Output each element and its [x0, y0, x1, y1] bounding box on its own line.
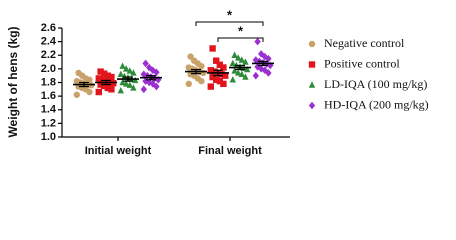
point — [235, 69, 242, 76]
point — [97, 81, 104, 88]
point — [213, 76, 220, 83]
point — [130, 84, 137, 91]
point — [308, 61, 316, 68]
y-tick-label: 2.4 — [41, 36, 57, 48]
page: Weight of hens (kg) 1.0 1.2 1.4 1.6 1.8 2.0 2.… — [6, 7, 429, 157]
point — [252, 71, 259, 80]
point — [123, 65, 130, 72]
point — [101, 70, 108, 77]
point — [108, 73, 115, 81]
point — [207, 83, 214, 90]
point — [209, 73, 216, 81]
significance-mark: * — [227, 7, 233, 22]
point — [254, 37, 261, 46]
legend-label: Negative control — [324, 36, 405, 50]
point — [126, 67, 133, 74]
y-axis-title: Weight of hens (kg) — [6, 26, 20, 137]
point — [185, 64, 192, 71]
point — [119, 62, 126, 69]
point — [119, 78, 126, 86]
y-tick-label: 1.8 — [41, 76, 56, 88]
point — [229, 59, 236, 67]
point — [220, 80, 227, 88]
y-tick-label: 1.2 — [41, 117, 56, 129]
point — [242, 58, 249, 65]
significance-mark: * — [238, 23, 244, 38]
point — [211, 68, 218, 75]
point — [95, 75, 102, 82]
chart: Weight of hens (kg) 1.0 1.21.4 1.6 1.82.0 2.… — [6, 7, 429, 157]
point — [142, 59, 149, 68]
point — [187, 53, 194, 60]
point — [218, 71, 225, 78]
y-tick-label: 1.4 — [41, 104, 57, 116]
y-tick-label: 2.6 — [41, 22, 56, 34]
point — [185, 80, 192, 88]
point — [117, 70, 124, 78]
legend-label: LD-IQA (100 mg/kg) — [324, 77, 427, 91]
point — [146, 63, 153, 72]
point — [252, 56, 259, 64]
point — [73, 77, 81, 85]
point — [213, 57, 220, 64]
y-tick-label: 2.0 — [41, 63, 56, 75]
x-tick-label: Initial weight — [85, 145, 152, 157]
point — [235, 54, 242, 61]
point — [140, 85, 147, 94]
point — [104, 72, 111, 79]
significance-bracket — [217, 37, 264, 42]
point — [231, 51, 238, 58]
point — [308, 101, 316, 110]
point — [140, 70, 147, 79]
legend-label: HD-IQA (200 mg/kg) — [324, 97, 429, 111]
y-tick-label: 2.2 — [41, 49, 56, 61]
point — [308, 81, 316, 88]
point — [216, 77, 223, 85]
point — [73, 91, 81, 98]
point — [258, 50, 265, 58]
point — [222, 72, 229, 79]
point — [75, 69, 82, 77]
point — [108, 86, 115, 93]
point — [207, 67, 214, 74]
significance-bracket — [195, 21, 264, 26]
point — [97, 68, 104, 75]
point — [231, 67, 238, 74]
point — [220, 64, 227, 71]
point — [117, 86, 124, 94]
point — [99, 76, 106, 83]
point — [187, 71, 194, 78]
point — [216, 61, 223, 68]
legend-label: Positive control — [324, 56, 400, 70]
x-tick-label: Final weight — [198, 145, 262, 157]
point — [95, 88, 102, 96]
point — [238, 56, 245, 63]
point — [209, 45, 216, 52]
point — [101, 82, 108, 90]
point — [130, 69, 137, 76]
point — [308, 40, 316, 48]
point — [229, 76, 236, 83]
point — [104, 84, 111, 92]
y-tick-label: 1.0 — [41, 131, 56, 143]
y-tick-label: 1.6 — [41, 90, 56, 102]
point — [242, 73, 249, 80]
